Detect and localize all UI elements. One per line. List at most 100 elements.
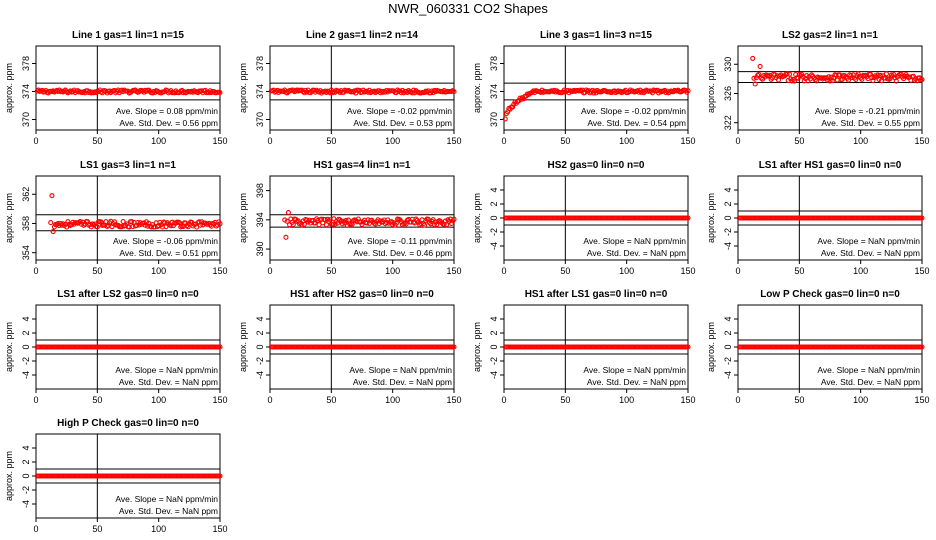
- x-tick-label: 150: [212, 524, 227, 534]
- data-point: [919, 344, 925, 350]
- data-point: [919, 76, 925, 83]
- y-tick-label: 4: [723, 316, 733, 321]
- data-point: [217, 344, 223, 350]
- y-tick-label: -2: [489, 357, 499, 365]
- y-tick-label: -2: [21, 357, 31, 365]
- data-point: [217, 89, 223, 96]
- data-point: [448, 220, 455, 227]
- data-point: [422, 222, 428, 228]
- slope-annotation: Ave. Slope = NaN ppm/min: [115, 494, 218, 504]
- y-tick-label: -4: [489, 371, 499, 379]
- y-tick-label: 358: [21, 216, 31, 231]
- data-point: [290, 221, 296, 228]
- chart-title: HS1 after LS1 gas=0 lin=0 n=0: [525, 289, 668, 300]
- x-tick-label: 50: [794, 266, 804, 276]
- x-tick-label: 100: [853, 395, 868, 405]
- y-axis-label: approx. ppm: [4, 193, 14, 243]
- data-point: [875, 72, 881, 78]
- x-tick-label: 50: [92, 395, 102, 405]
- data-point: [94, 224, 100, 230]
- y-axis-label: approx. ppm: [472, 322, 482, 372]
- chart-panel: LS1 after LS2 gas=0 lin=0 n=0 0 50 100 150 -4…: [4, 289, 228, 405]
- x-tick-label: 0: [501, 136, 506, 146]
- x-tick-label: 50: [326, 395, 336, 405]
- y-axis-label: approx. ppm: [4, 63, 14, 113]
- std-dev-annotation: Ave. Std. Dev. = 0.53 ppm: [353, 118, 452, 128]
- y-axis-label: approx. ppm: [238, 63, 248, 113]
- y-tick-label: 370: [21, 112, 31, 127]
- std-dev-annotation: Ave. Std. Dev. = NaN ppm: [587, 377, 686, 387]
- chart-title: HS2 gas=0 lin=0 n=0: [548, 160, 645, 171]
- data-point: [786, 71, 793, 77]
- plot-frame: [503, 45, 689, 131]
- std-dev-annotation: Ave. Std. Dev. = 0.56 ppm: [119, 118, 218, 128]
- y-tick-label: 322: [723, 115, 733, 130]
- data-point: [395, 87, 401, 93]
- plot-frame: [737, 45, 923, 131]
- slope-annotation: Ave. Slope = 0.08 ppm/min: [116, 106, 218, 116]
- data-point: [898, 71, 904, 77]
- x-tick-label: 50: [326, 136, 336, 146]
- y-axis-label: approx. ppm: [238, 193, 248, 243]
- data-point: [376, 220, 382, 227]
- y-tick-label: -2: [723, 228, 733, 236]
- data-point: [753, 75, 759, 81]
- chart-panel: High P Check gas=0 lin=0 n=0 0 50 100 150 -4 -…: [4, 418, 228, 534]
- y-tick-label: 4: [255, 316, 265, 321]
- std-dev-annotation: Ave. Std. Dev. = NaN ppm: [119, 377, 218, 387]
- data-point: [849, 74, 855, 81]
- y-tick-label: -2: [723, 357, 733, 365]
- page-title: NWR_060331 CO2 Shapes: [388, 1, 548, 16]
- data-point: [845, 77, 851, 83]
- x-tick-label: 100: [151, 524, 166, 534]
- data-point: [388, 219, 394, 225]
- slope-annotation: Ave. Slope = NaN ppm/min: [817, 365, 920, 375]
- data-point: [798, 73, 804, 79]
- slope-annotation: Ave. Slope = NaN ppm/min: [115, 365, 218, 375]
- x-tick-label: 100: [151, 136, 166, 146]
- data-point: [451, 89, 457, 95]
- y-tick-label: 374: [489, 84, 499, 99]
- data-point: [217, 221, 223, 227]
- chart-panel: Line 3 gas=1 lin=3 n=15 0 50 100 150 370 374 37…: [472, 30, 696, 146]
- x-tick-label: 50: [92, 136, 102, 146]
- y-tick-label: 354: [21, 245, 31, 260]
- y-tick-label: -2: [489, 228, 499, 236]
- x-tick-label: 50: [92, 266, 102, 276]
- chart-title: High P Check gas=0 lin=0 n=0: [57, 418, 199, 429]
- data-point: [65, 219, 71, 225]
- data-point: [502, 116, 508, 122]
- data-point: [444, 222, 450, 228]
- y-tick-label: 2: [723, 330, 733, 335]
- chart-title: Line 2 gas=1 lin=2 n=14: [306, 30, 418, 41]
- y-tick-label: 326: [723, 86, 733, 101]
- data-point: [124, 221, 130, 227]
- data-point: [49, 193, 55, 199]
- y-tick-label: 4: [723, 187, 733, 192]
- data-point: [285, 209, 291, 216]
- data-point: [784, 71, 790, 77]
- slope-annotation: Ave. Slope = NaN ppm/min: [583, 236, 686, 246]
- data-point: [81, 222, 87, 228]
- x-tick-label: 0: [267, 395, 272, 405]
- chart-panel: HS1 after HS2 gas=0 lin=0 n=0 0 50 100 150 -4…: [238, 289, 462, 405]
- data-point: [353, 90, 359, 96]
- y-tick-label: 374: [255, 84, 265, 99]
- slope-annotation: Ave. Slope = -0.11 ppm/min: [348, 236, 453, 246]
- y-axis-label: approx. ppm: [706, 193, 716, 243]
- data-point: [451, 216, 457, 222]
- data-point: [185, 224, 191, 230]
- std-dev-annotation: Ave. Std. Dev. = 0.55 ppm: [821, 118, 920, 128]
- data-point: [393, 220, 399, 226]
- x-tick-label: 100: [619, 395, 634, 405]
- data-point: [415, 219, 421, 225]
- y-tick-label: 0: [723, 344, 733, 349]
- y-tick-label: 370: [489, 112, 499, 127]
- x-tick-label: 150: [914, 266, 929, 276]
- std-dev-annotation: Ave. Std. Dev. = 0.51 ppm: [119, 248, 218, 258]
- x-tick-label: 100: [853, 136, 868, 146]
- data-point: [129, 219, 135, 225]
- x-tick-label: 100: [619, 266, 634, 276]
- data-point: [893, 78, 899, 84]
- chart-title: LS2 gas=2 lin=1 n=1: [782, 30, 878, 41]
